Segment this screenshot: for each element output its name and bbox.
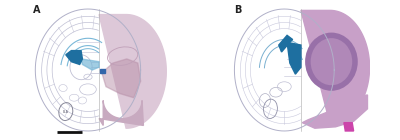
Polygon shape	[287, 42, 301, 74]
Polygon shape	[344, 123, 354, 131]
Ellipse shape	[305, 33, 358, 91]
Polygon shape	[99, 101, 144, 125]
Polygon shape	[99, 15, 166, 128]
Polygon shape	[302, 95, 368, 128]
Polygon shape	[100, 69, 105, 73]
Text: BLA: BLA	[63, 110, 69, 114]
Polygon shape	[102, 59, 141, 98]
Polygon shape	[301, 10, 370, 124]
Polygon shape	[81, 59, 99, 70]
Ellipse shape	[311, 38, 352, 85]
Text: B: B	[234, 5, 242, 15]
Polygon shape	[66, 51, 82, 64]
Text: A: A	[32, 5, 40, 15]
Polygon shape	[279, 35, 293, 52]
